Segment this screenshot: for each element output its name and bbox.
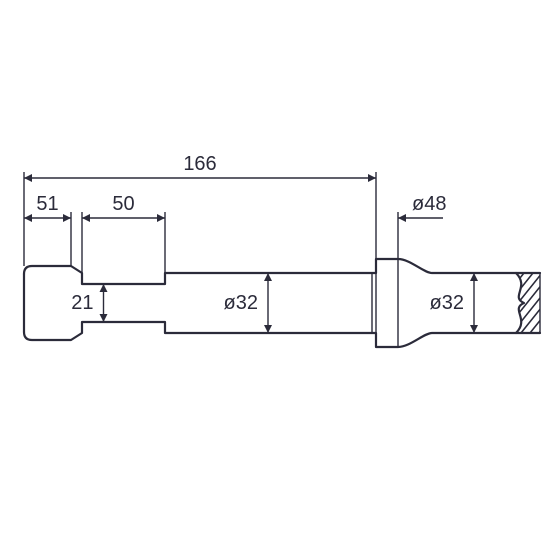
dim-32a-label: ø32 <box>224 292 258 314</box>
dim-50-label: 50 <box>112 193 134 215</box>
dim-48-label: ø48 <box>412 193 446 215</box>
break-line <box>516 273 524 333</box>
dim-166-label: 166 <box>183 153 216 175</box>
dim-32b-label: ø32 <box>430 292 464 314</box>
dim-21-label: 21 <box>71 292 93 314</box>
part-top-outline <box>24 259 540 284</box>
part-bottom-outline <box>24 322 540 347</box>
dim-51-label: 51 <box>36 193 58 215</box>
section-hatch <box>460 253 560 353</box>
